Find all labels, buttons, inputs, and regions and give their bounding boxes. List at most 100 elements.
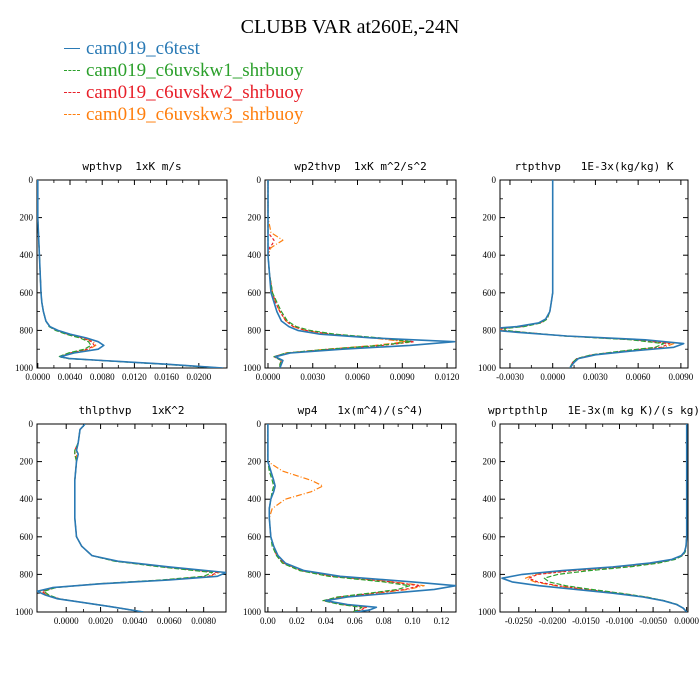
y-tick-label: 600 [20,532,34,542]
panel-2: wp2thvp 1xK m^2/s^2020040060080010000.00… [243,160,460,382]
y-tick-label: 800 [483,325,497,335]
x-tick-label: -0.0200 [538,616,566,626]
x-tick-label: -0.0050 [639,616,667,626]
y-tick-label: 0 [29,175,34,185]
x-tick-label: 0.0160 [154,372,179,382]
y-tick-label: 200 [20,457,34,467]
series-line-1 [37,180,224,368]
panel-4: thlpthvp 1xK^2 0 200 400 600 800 1000 0.0000 0.0… [15,404,227,626]
y-tick-label: 1000 [243,363,262,373]
x-tick-label: 0.0200 [186,372,211,382]
legend-swatch-c6test [64,48,80,50]
y-tick-label: 1000 [15,607,34,617]
x-tick-label: 0.0090 [669,372,694,382]
legend: cam019_c6test cam019_c6uvskw1_shrbuoy ca… [64,38,303,126]
x-tick-label: 0.02 [289,616,305,626]
x-tick-label: 0.0060 [157,616,182,626]
series-line-4 [39,424,220,612]
series-line-1 [267,180,456,368]
y-tick-label: 600 [483,532,497,542]
x-tick-label: 0.0060 [345,372,370,382]
legend-entry-uvskw2: cam019_c6uvskw2_shrbuoy [64,82,303,104]
legend-swatch-uvskw3 [64,114,80,116]
series-line-1 [501,424,688,612]
series-line-1 [267,424,456,612]
y-tick-label: 200 [483,457,497,467]
y-tick-label: 800 [20,325,34,335]
panel-title: wprtpthlp 1E-3x(m kg K)/(s kg) [488,404,700,417]
legend-label-uvskw1: cam019_c6uvskw1_shrbuoy [86,60,304,81]
panel-title: wp4 1x(m^4)/(s^4) [298,404,424,417]
x-tick-label: 0.0000 [256,372,281,382]
x-tick-label: 0.0120 [122,372,147,382]
y-tick-label: 1000 [15,363,34,373]
x-tick-label: 0.06 [347,616,363,626]
x-tick-label: 0.0040 [123,616,148,626]
y-tick-label: 1000 [243,607,262,617]
panel-6: wprtpthlp 1E-3x(m kg K)/(s kg) 0 200 400 600… [478,404,700,626]
y-tick-label: 200 [20,213,34,223]
panel-title: rtpthvp 1E-3x(kg/kg) K [515,160,674,173]
series-line-2 [37,180,219,368]
x-tick-label: 0.12 [434,616,450,626]
y-tick-label: 800 [248,325,262,335]
y-tick-label: 400 [248,250,262,260]
series-line-1 [500,180,685,368]
x-tick-label: 0.0060 [626,372,651,382]
y-tick-label: 200 [248,213,262,223]
panel-title: thlpthvp 1xK^2 [79,404,185,417]
x-tick-label: 0.0000 [540,372,565,382]
x-tick-label: 0.0040 [58,372,83,382]
x-tick-label: 0.0000 [674,616,699,626]
x-tick-label: 0.0000 [25,372,50,382]
y-tick-label: 1000 [478,363,497,373]
x-tick-label: -0.0250 [505,616,533,626]
series-line-3 [41,424,218,612]
x-tick-label: 0.0000 [54,616,79,626]
y-tick-label: 600 [20,288,34,298]
y-tick-label: 0 [492,175,497,185]
y-tick-label: 0 [29,419,34,429]
legend-entry-uvskw3: cam019_c6uvskw3_shrbuoy [64,104,303,126]
x-tick-label: 0.0020 [88,616,113,626]
series-line-4 [37,180,224,368]
y-tick-label: 200 [248,457,262,467]
legend-entry-c6test: cam019_c6test [64,38,303,60]
x-tick-label: 0.0120 [435,372,460,382]
panel-frame [499,179,689,369]
panel-frame [36,179,228,369]
y-tick-label: 400 [20,250,34,260]
series-line-4 [267,424,425,612]
x-tick-label: 0.0030 [300,372,325,382]
x-tick-label: 0.00 [260,616,276,626]
panel-3: rtpthvp 1E-3x(kg/kg) K 0 200 400 600 800 1000-… [478,160,694,382]
x-tick-label: 0.0080 [191,616,216,626]
x-tick-label: -0.0030 [496,372,524,382]
y-tick-label: 800 [483,569,497,579]
y-tick-label: 1000 [478,607,497,617]
y-tick-label: 400 [248,494,262,504]
y-tick-label: 600 [483,288,497,298]
y-tick-label: 0 [257,419,262,429]
x-tick-label: 0.0030 [583,372,608,382]
y-tick-label: 800 [248,569,262,579]
y-tick-label: 200 [483,213,497,223]
x-tick-label: 0.08 [376,616,392,626]
x-tick-label: 0.0080 [90,372,115,382]
legend-swatch-uvskw1 [64,70,80,72]
x-tick-label: -0.0150 [572,616,600,626]
y-tick-label: 400 [483,494,497,504]
y-tick-label: 0 [492,419,497,429]
series-line-2 [267,424,411,612]
y-tick-label: 400 [483,250,497,260]
legend-entry-uvskw1: cam019_c6uvskw1_shrbuoy [64,60,303,82]
series-line-1 [37,424,226,612]
series-line-2 [43,424,213,612]
chart-title: CLUBB VAR at260E,-24N [240,16,460,38]
x-tick-label: 0.10 [405,616,421,626]
series-line-4 [524,424,688,612]
legend-label-uvskw2: cam019_c6uvskw2_shrbuoy [86,82,304,103]
y-tick-label: 400 [20,494,34,504]
